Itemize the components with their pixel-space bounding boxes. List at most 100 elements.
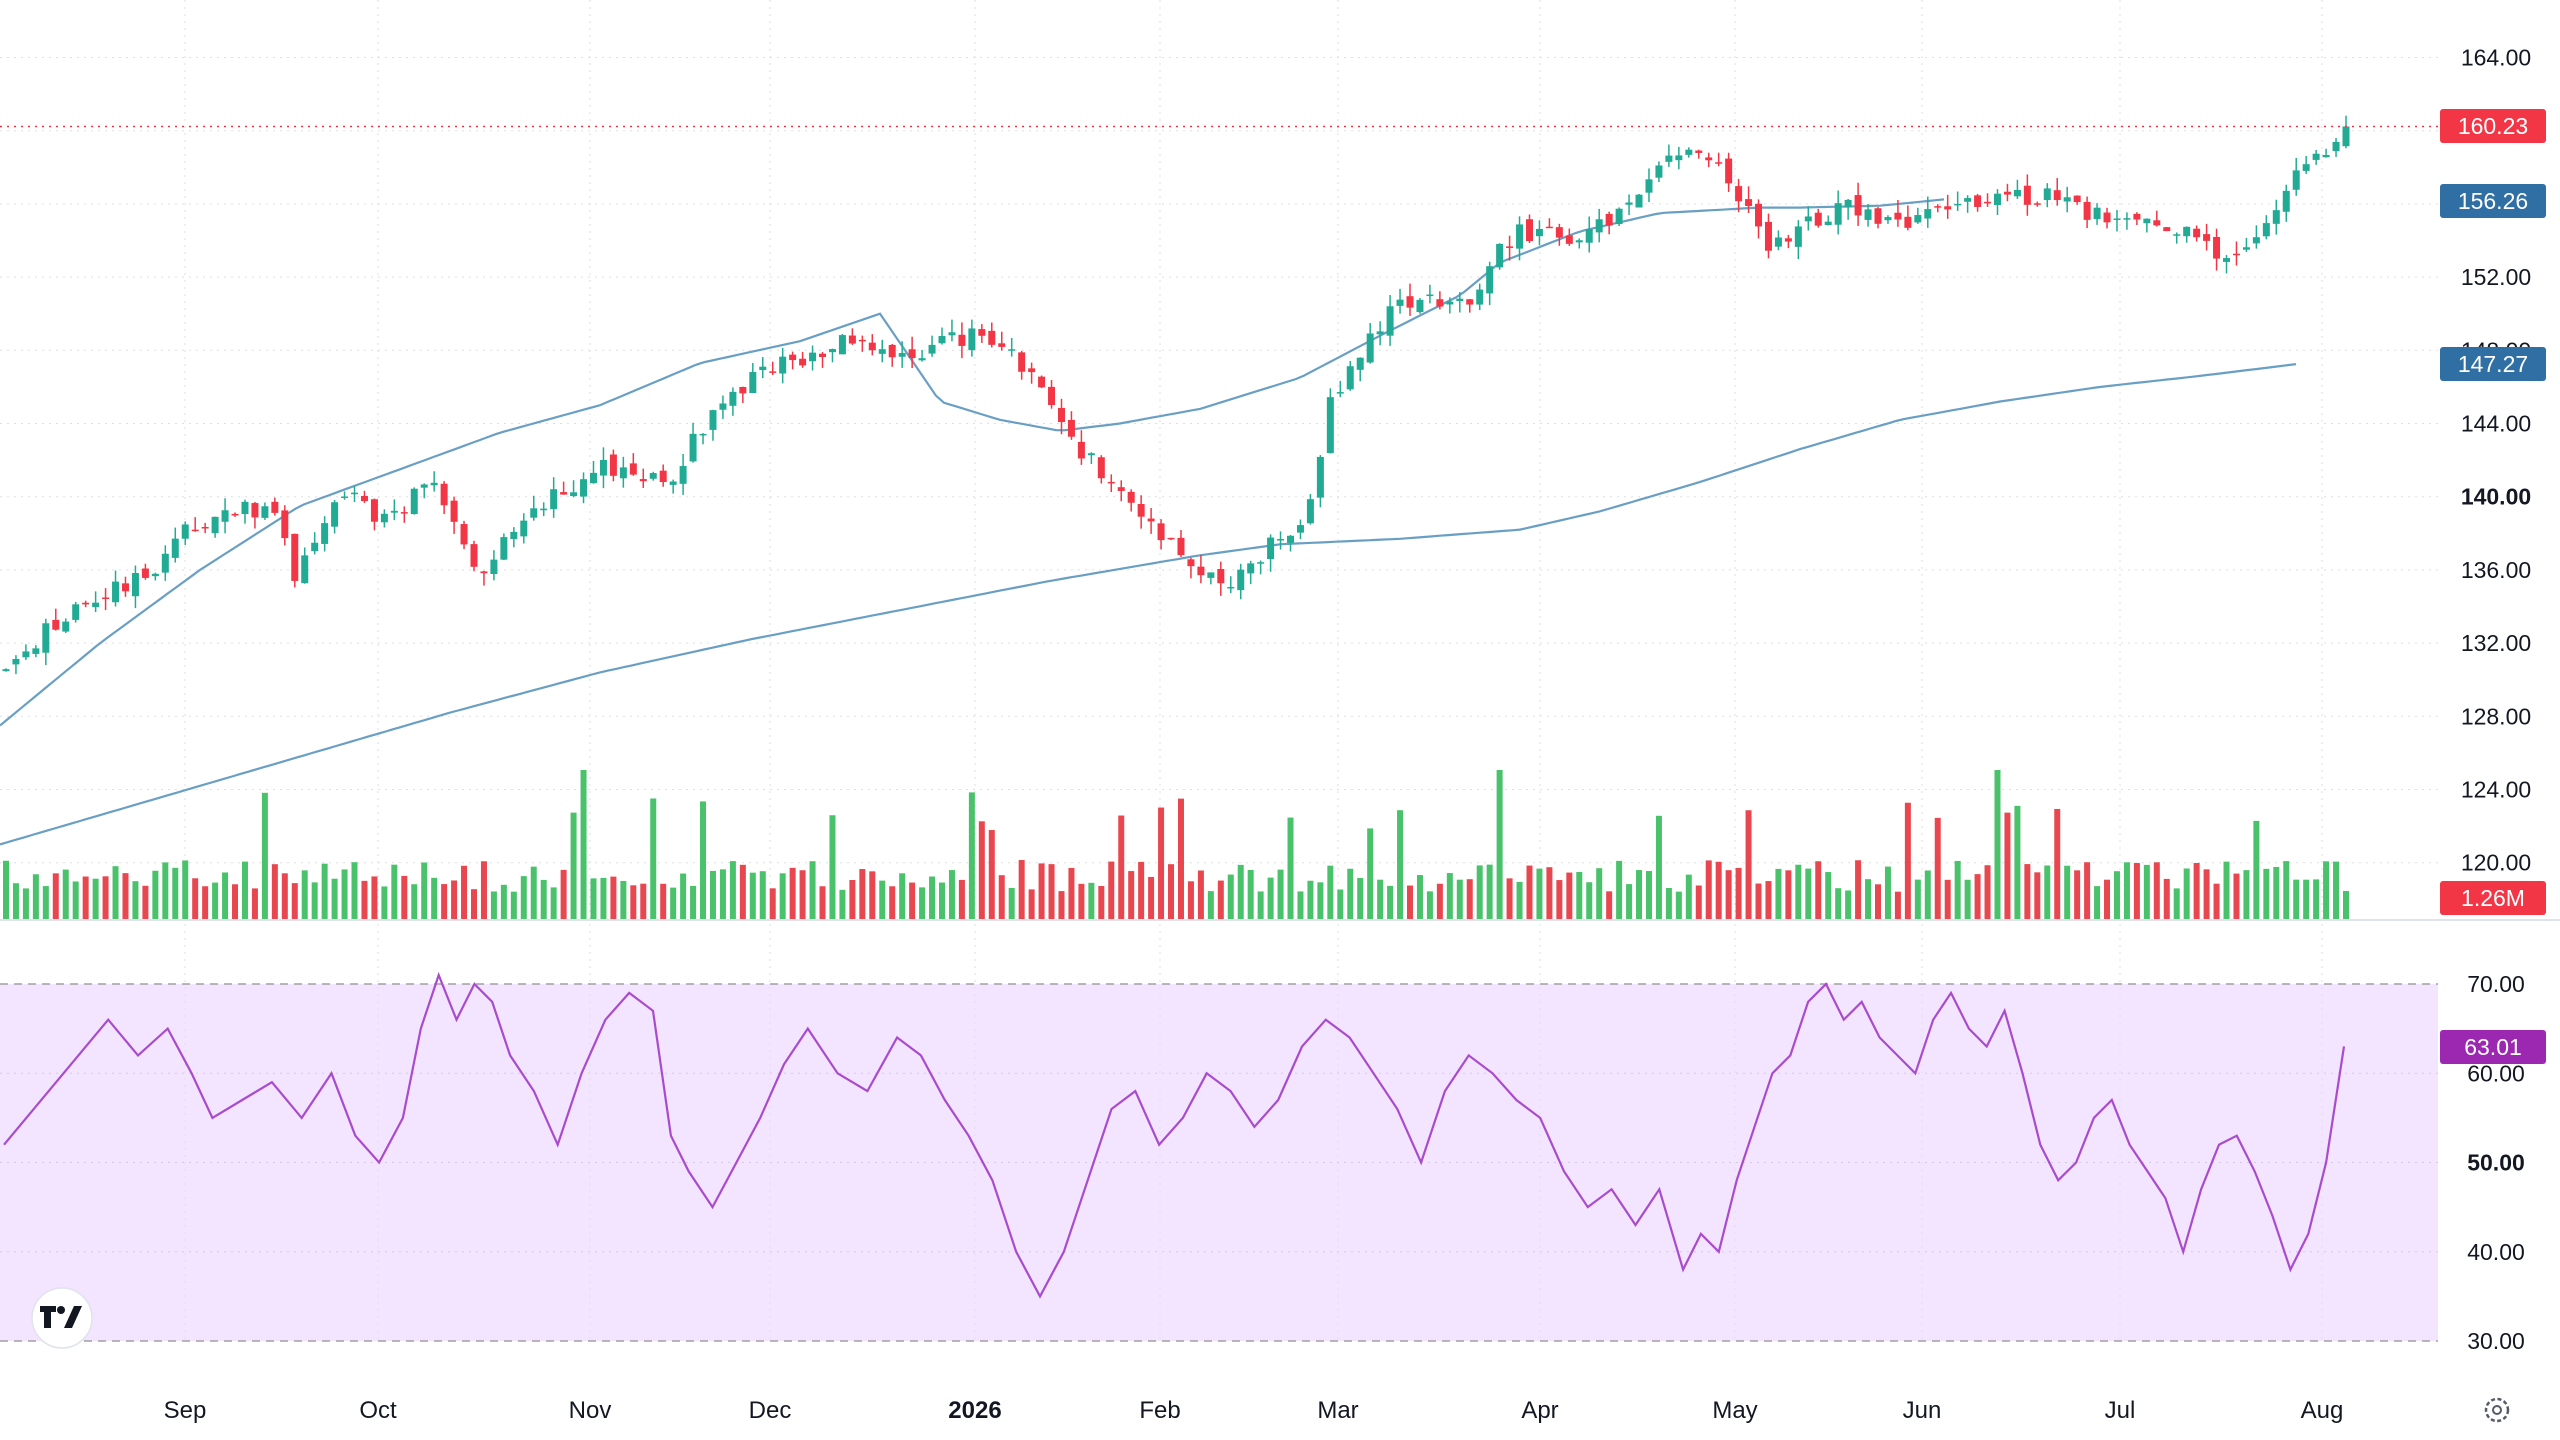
candle-body <box>888 344 896 358</box>
volume-bar <box>510 891 517 920</box>
candle-body <box>1456 298 1464 302</box>
volume-bar <box>530 866 537 920</box>
candle-body <box>331 502 339 527</box>
candle-body <box>2123 218 2131 220</box>
candle-body <box>1565 235 1573 244</box>
candle-body <box>291 533 299 581</box>
volume-bar <box>1934 817 1941 920</box>
candle-body <box>351 492 359 495</box>
volume-bar <box>1606 891 1613 920</box>
settings-gear-button[interactable] <box>2484 1397 2510 1423</box>
candle-body <box>988 330 996 345</box>
candle-body <box>1416 299 1424 313</box>
volume-label: 1.26M <box>2461 885 2525 911</box>
volume-bar <box>2283 861 2290 920</box>
volume-bar <box>1636 870 1643 920</box>
y-tick-label: 140.00 <box>2461 484 2531 510</box>
volume-bar <box>2323 861 2330 920</box>
volume-bar <box>1217 880 1224 920</box>
candle-body <box>151 573 159 577</box>
candle-body <box>480 571 488 574</box>
volume-bar <box>1476 865 1483 920</box>
candle-body <box>1167 537 1175 540</box>
volume-bar <box>371 876 378 920</box>
candle-body <box>1864 209 1872 220</box>
volume-bar <box>2014 805 2021 920</box>
volume-bar <box>1197 870 1204 920</box>
candle-body <box>1466 299 1474 305</box>
candle-body <box>868 342 876 351</box>
volume-bar <box>1168 864 1175 920</box>
candle-body <box>2203 234 2211 241</box>
candle-body <box>2242 247 2250 250</box>
candle-body <box>2232 253 2240 256</box>
volume-bar <box>580 770 587 920</box>
candle-body <box>2023 185 2031 205</box>
candle-body <box>1087 453 1095 456</box>
candle-body <box>649 473 657 479</box>
candle-body <box>2272 210 2280 224</box>
candle-body <box>1914 215 1922 223</box>
candle-body <box>948 332 956 336</box>
candle-body <box>1824 221 1832 226</box>
volume-bar <box>958 879 965 920</box>
rsi-tick-label: 60.00 <box>2467 1060 2525 1086</box>
volume-bar <box>1835 888 1842 920</box>
volume-bar <box>301 870 308 920</box>
candle-body <box>560 492 568 495</box>
candle-body <box>1605 213 1613 226</box>
volume-bar <box>1187 881 1194 920</box>
volume-bar <box>1894 891 1901 920</box>
candle-body <box>1366 333 1374 363</box>
candle-body <box>1296 525 1304 533</box>
candle-body <box>1894 212 1902 220</box>
volume-bar <box>690 885 697 920</box>
candle-body <box>112 581 120 603</box>
volume-bar <box>1098 885 1105 920</box>
candle-body <box>659 470 667 483</box>
volume-bar <box>2133 863 2140 920</box>
candle-body <box>221 510 229 522</box>
volume-bar <box>560 869 567 920</box>
volume-bar <box>2173 888 2180 920</box>
candle-body <box>141 568 149 578</box>
volume-bar <box>1645 871 1652 920</box>
candle-body <box>1147 518 1155 522</box>
volume-bar <box>1287 817 1294 920</box>
candle-body <box>1645 179 1653 193</box>
volume-bar <box>321 863 328 920</box>
x-axis-labels: Sep Oct Nov Dec 2026 Feb Mar Apr May Jun Jul Aug <box>164 1397 2344 1424</box>
candle-body <box>1008 349 1016 351</box>
volume-bar <box>2113 871 2120 920</box>
volume-bar <box>1745 810 1752 920</box>
candle-body <box>2213 236 2221 259</box>
candle-body <box>400 512 408 514</box>
candle-body <box>321 523 329 544</box>
rsi-line <box>3 971 2346 1299</box>
candle-body <box>1287 535 1295 543</box>
volume-bar <box>411 884 418 920</box>
volume-bar <box>680 873 687 920</box>
candle-body <box>1117 487 1125 491</box>
volume-bar <box>1446 873 1453 920</box>
rsi-axis-ticks: 70.00 60.00 50.00 40.00 30.00 <box>2467 971 2525 1354</box>
volume-bar <box>1695 885 1702 920</box>
volume-bar <box>381 886 388 920</box>
volume-bar <box>172 867 179 920</box>
volume-bar <box>909 882 916 920</box>
candle-body <box>191 529 199 532</box>
tradingview-logo-button[interactable] <box>31 1287 93 1349</box>
ma-slow-label: 147.27 <box>2458 351 2528 377</box>
candle-body <box>709 410 717 430</box>
candle-body <box>1705 157 1713 161</box>
volume-bar <box>948 870 955 920</box>
volume-bar <box>570 812 577 920</box>
volume-bar <box>789 867 796 920</box>
volume-bar <box>630 885 637 920</box>
volume-bar <box>72 881 79 920</box>
candle-body <box>2282 190 2290 212</box>
candle-body <box>1555 227 1563 238</box>
volume-bar <box>2044 865 2051 920</box>
candle-body <box>1306 499 1314 524</box>
